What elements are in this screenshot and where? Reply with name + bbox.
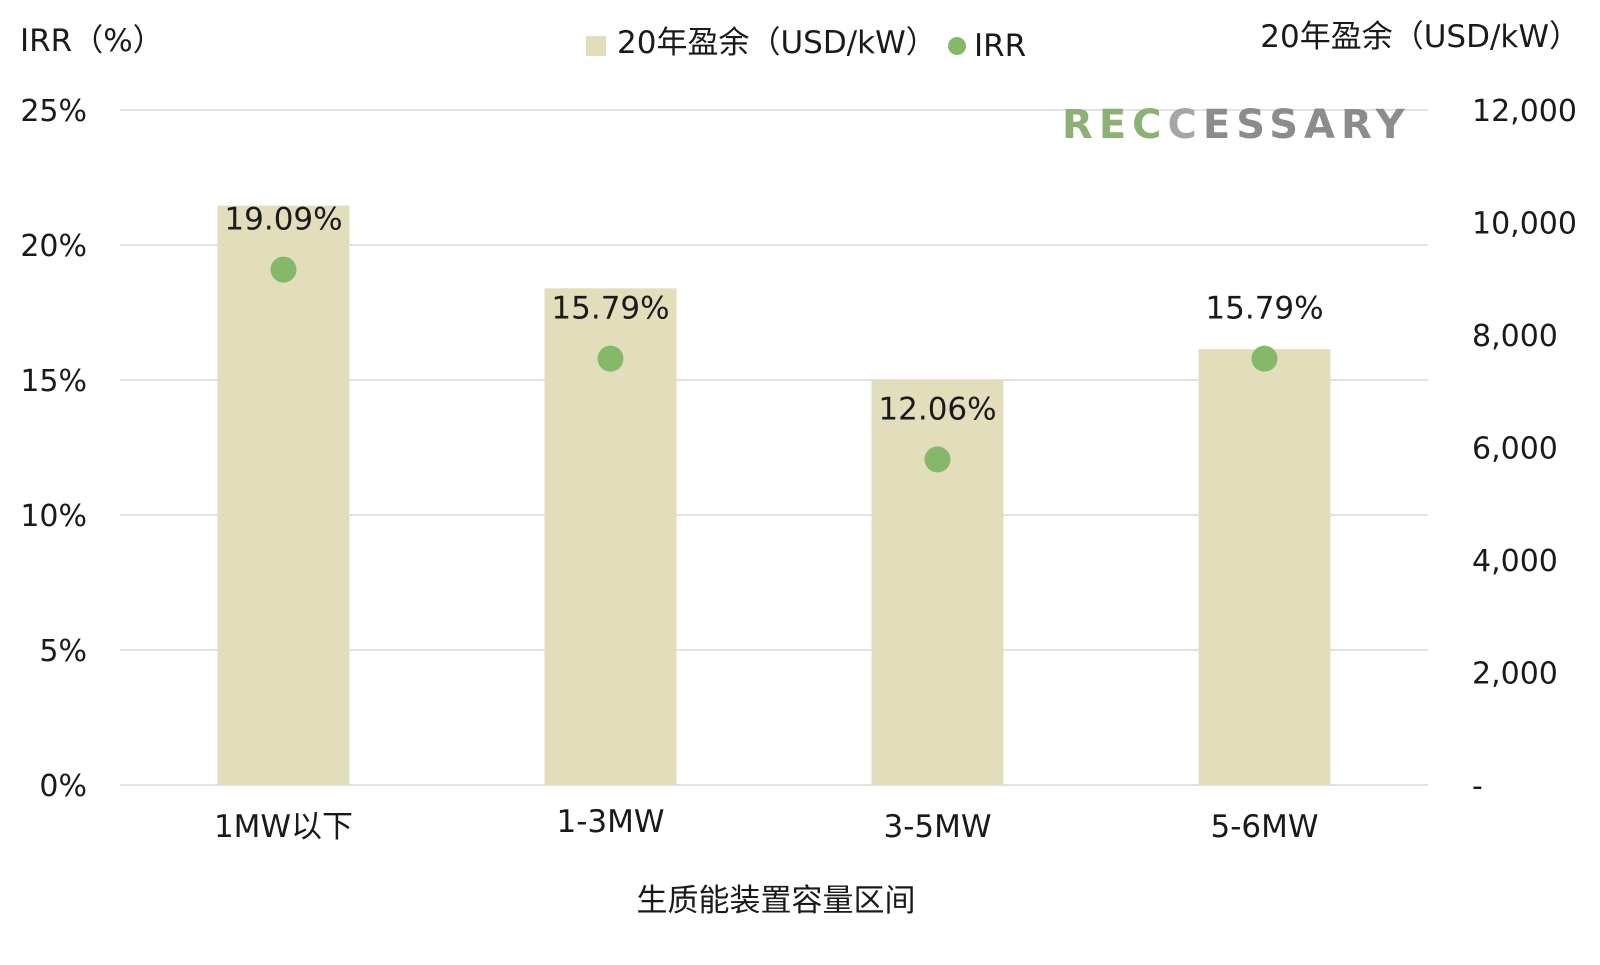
bars-group [217, 205, 1331, 785]
data-labels-group: 19.09% 15.79% 12.06% 15.79% [224, 202, 1323, 428]
dots-group [270, 256, 1278, 473]
watermark-letter: S [1269, 102, 1304, 148]
x-axis-title: 生质能装置容量区间 [637, 883, 916, 919]
left-axis-title: IRR（%） [20, 23, 164, 59]
legend: 20年盈余（USD/kW） IRR [586, 25, 1026, 64]
right-tick-label: 12,000 [1472, 94, 1577, 129]
watermark-letter: S [1236, 102, 1269, 148]
watermark-letter: Y [1375, 102, 1411, 148]
right-tick-label: 2,000 [1472, 657, 1558, 692]
watermark-letter: R [1062, 102, 1099, 148]
right-axis-title: 20年盈余（USD/kW） [1260, 19, 1580, 55]
right-tick-label: - [1472, 769, 1483, 804]
irr-point [270, 256, 297, 283]
legend-dot-swatch [948, 37, 966, 55]
right-tick-label: 10,000 [1472, 207, 1577, 242]
category-label: 3-5MW [883, 809, 991, 845]
watermark-letter: C [1168, 102, 1203, 148]
watermark-letter: E [1099, 102, 1132, 148]
legend-bar-label: 20年盈余（USD/kW） [617, 25, 937, 61]
category-labels-group: 1MW以下 1-3MW 3-5MW 5-6MW [214, 804, 1319, 845]
irr-data-label: 19.09% [224, 202, 342, 238]
irr-data-label: 12.06% [878, 391, 996, 427]
category-label: 1MW以下 [214, 809, 353, 845]
left-tick-label: 10% [20, 499, 87, 534]
left-tick-label: 5% [39, 634, 87, 669]
right-ticks-group: - 2,000 4,000 6,000 8,000 10,000 12,000 [1472, 94, 1577, 804]
legend-bar-swatch [586, 36, 606, 56]
left-ticks-group: 0% 5% 10% 15% 20% 25% [20, 94, 87, 804]
right-tick-label: 8,000 [1472, 319, 1558, 354]
irr-data-label: 15.79% [551, 291, 669, 327]
right-tick-label: 4,000 [1472, 544, 1558, 579]
irr-point [597, 345, 624, 372]
bar [871, 380, 1004, 785]
watermark-letter: R [1341, 102, 1376, 148]
watermark-letter: C [1132, 102, 1167, 148]
category-label: 1-3MW [556, 804, 664, 840]
left-tick-label: 0% [39, 769, 87, 804]
irr-data-label: 15.79% [1205, 291, 1323, 327]
watermark-letter: A [1304, 102, 1341, 148]
legend-dot-label: IRR [974, 28, 1026, 64]
watermark-letter: E [1203, 102, 1236, 148]
irr-point [1251, 345, 1278, 372]
left-tick-label: 25% [20, 94, 87, 129]
category-label: 5-6MW [1210, 809, 1318, 845]
irr-point [924, 446, 951, 473]
bar [217, 205, 350, 785]
watermark-logo: RECCESSARY [1062, 102, 1411, 148]
left-tick-label: 15% [20, 364, 87, 399]
bar [1198, 349, 1331, 785]
left-tick-label: 20% [20, 229, 87, 264]
right-tick-label: 6,000 [1472, 432, 1558, 467]
